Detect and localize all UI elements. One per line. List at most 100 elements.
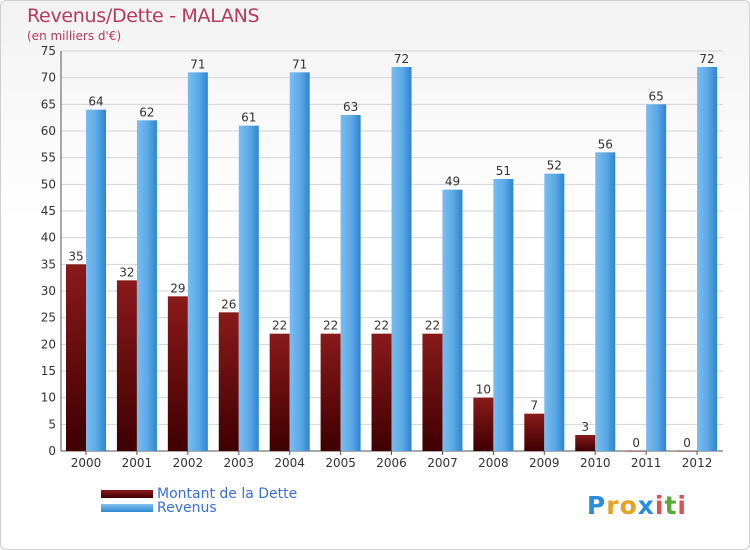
logo-letter: o — [619, 491, 638, 520]
data-label-revenue: 71 — [292, 57, 307, 71]
legend-item-debt: Montant de la Dette — [101, 486, 298, 502]
data-label-debt: 29 — [170, 281, 185, 295]
data-label-revenue: 49 — [445, 175, 460, 189]
legend-label-debt: Montant de la Dette — [157, 486, 298, 502]
bar-debt — [677, 451, 698, 452]
data-label-debt: 26 — [221, 297, 236, 311]
y-tick-label: 30 — [41, 284, 56, 298]
y-tick-label: 10 — [41, 391, 56, 405]
bar-revenue — [595, 152, 616, 452]
bar-revenue — [340, 115, 361, 451]
data-label-revenue: 52 — [547, 159, 562, 173]
data-label-revenue: 72 — [394, 52, 409, 66]
x-tick-label: 2011 — [631, 456, 662, 470]
y-tick-label: 25 — [41, 311, 56, 325]
y-tick-label: 40 — [41, 231, 56, 245]
data-label-debt: 3 — [581, 420, 589, 434]
data-label-revenue: 56 — [598, 137, 613, 151]
y-tick-label: 70 — [41, 71, 56, 85]
bar-revenue — [493, 179, 514, 451]
legend-swatch-revenue — [101, 504, 153, 512]
data-label-debt: 7 — [530, 399, 538, 413]
logo-letter: t — [664, 491, 678, 520]
y-tick-label: 45 — [41, 204, 56, 218]
y-tick-label: 55 — [41, 151, 56, 165]
data-label-debt: 22 — [425, 319, 440, 333]
bar-revenue — [86, 109, 106, 452]
y-tick-label: 50 — [41, 177, 56, 191]
data-label-debt: 0 — [683, 436, 691, 450]
x-tick-label: 2002 — [173, 456, 204, 470]
data-label-revenue: 62 — [139, 105, 154, 119]
proxiti-logo: Proxiti — [587, 491, 687, 520]
bar-debt — [575, 435, 596, 451]
x-tick-label: 2010 — [580, 456, 611, 470]
data-label-revenue: 61 — [241, 111, 256, 125]
legend: Montant de la Dette Revenus — [101, 486, 298, 516]
x-tick-label: 2001 — [122, 456, 153, 470]
bar-revenue — [442, 189, 463, 451]
y-tick-label: 65 — [41, 97, 56, 111]
data-label-revenue: 65 — [649, 89, 664, 103]
data-label-debt: 0 — [632, 436, 640, 450]
bar-debt — [218, 312, 239, 451]
bar-debt — [371, 333, 392, 451]
y-tick-label: 60 — [41, 124, 56, 138]
bar-debt — [524, 413, 545, 451]
x-tick-label: 2007 — [427, 456, 458, 470]
x-tick-label: 2009 — [529, 456, 560, 470]
bar-revenue — [136, 120, 157, 451]
bar-layer — [66, 67, 718, 452]
bar-debt — [422, 333, 443, 451]
logo-letter: x — [637, 491, 655, 520]
data-label-revenue: 63 — [343, 100, 358, 114]
data-label-debt: 22 — [323, 319, 338, 333]
y-tick-label: 20 — [41, 337, 56, 351]
x-tick-label: 2008 — [478, 456, 509, 470]
bar-debt — [167, 296, 188, 451]
bar-revenue — [646, 104, 667, 451]
bar-debt — [320, 333, 341, 451]
y-tick-label: 15 — [41, 364, 56, 378]
data-label-revenue: 71 — [190, 57, 205, 71]
bar-revenue — [238, 125, 259, 452]
data-label-debt: 22 — [272, 319, 287, 333]
y-tick-label: 0 — [48, 444, 56, 458]
bar-revenue — [697, 67, 718, 451]
bar-debt — [473, 397, 494, 451]
chart-subtitle: (en milliers d'€) — [27, 29, 122, 43]
bar-debt — [66, 264, 86, 451]
legend-label-revenue: Revenus — [157, 500, 217, 516]
legend-item-revenue: Revenus — [101, 500, 297, 516]
bar-revenue — [544, 173, 565, 451]
chart-title: Revenus/Dette - MALANS — [27, 5, 260, 27]
y-tick-label: 5 — [48, 417, 56, 431]
x-tick-label: 2000 — [71, 456, 102, 470]
bar-debt — [116, 280, 137, 451]
logo-letter: i — [654, 491, 665, 520]
y-tick-label: 35 — [41, 257, 56, 271]
logo-letter: r — [606, 491, 620, 520]
data-label-revenue: 51 — [496, 164, 511, 178]
logo-letter: i — [677, 491, 687, 520]
x-tick-label: 2012 — [682, 456, 713, 470]
data-label-debt: 32 — [119, 265, 134, 279]
y-tick-label: 75 — [41, 44, 56, 58]
bar-revenue — [289, 72, 310, 451]
legend-swatch-debt — [101, 490, 153, 498]
data-label-revenue: 72 — [699, 52, 714, 66]
data-label-debt: 10 — [476, 383, 491, 397]
x-tick-label: 2003 — [223, 456, 254, 470]
label-layer: 35 64 2000 32 62 2001 29 71 2002 26 61 2003 22 71 2004… — [68, 52, 714, 470]
x-tick-label: 2005 — [325, 456, 356, 470]
data-label-revenue: 64 — [88, 95, 103, 109]
bar-revenue — [187, 72, 208, 451]
data-label-debt: 35 — [68, 249, 83, 263]
x-tick-label: 2004 — [274, 456, 305, 470]
data-label-debt: 22 — [374, 319, 389, 333]
logo-letter: P — [586, 491, 607, 520]
bar-debt — [626, 451, 647, 452]
bar-debt — [269, 333, 290, 451]
